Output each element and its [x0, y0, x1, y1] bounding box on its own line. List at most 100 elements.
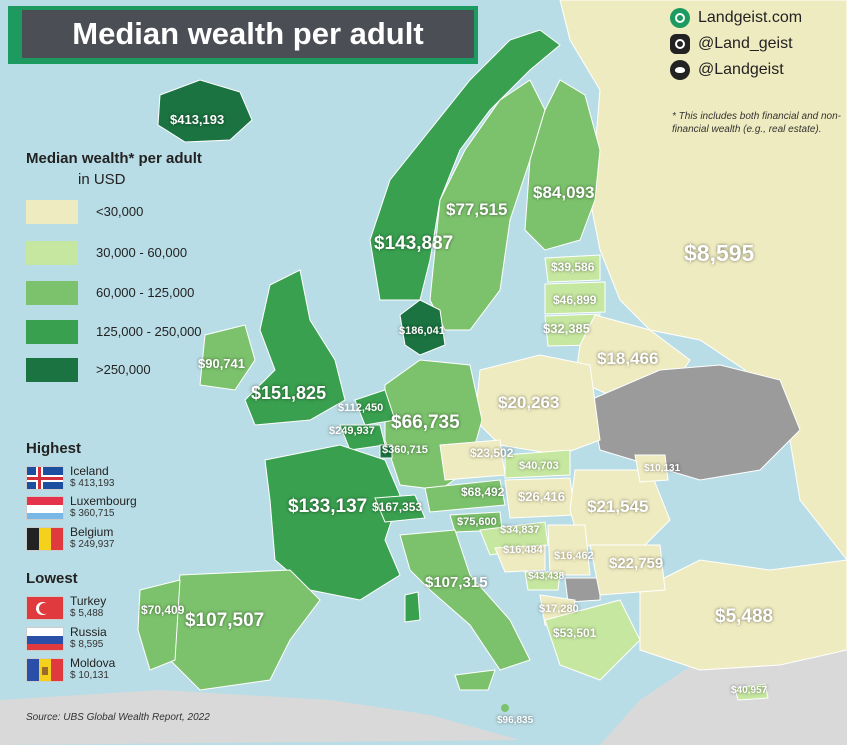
brand-website[interactable]: Landgeist.com [698, 9, 803, 26]
luxembourg-flag [26, 496, 64, 520]
legend-label: <30,000 [96, 204, 144, 219]
value-label-hungary: $26,416 [518, 489, 565, 504]
region-montenegro [524, 571, 561, 591]
value-label-belgium: $249,937 [329, 425, 375, 437]
value-label-iceland: $413,193 [170, 112, 225, 127]
region-austria [424, 479, 506, 513]
value-label-latvia: $46,899 [553, 293, 597, 307]
value-label-serbia: $16,462 [554, 550, 594, 562]
brand-instagram[interactable]: @Land_geist [698, 35, 793, 52]
value-label-czechia: $23,502 [470, 446, 514, 460]
value-label-slovakia: $40,703 [519, 460, 559, 472]
region-slovakia [504, 449, 571, 479]
twitter-icon [670, 60, 690, 80]
legend-item: 60,000 - 125,000 [26, 281, 216, 305]
ranking-row: Moldova $ 10,131 [26, 656, 186, 686]
ranking-value: $ 8,595 [70, 639, 104, 650]
legend-item: 125,000 - 250,000 [26, 320, 216, 344]
legend-swatch [26, 200, 78, 224]
value-label-france: $133,137 [288, 496, 368, 517]
value-label-malta: $96,835 [497, 715, 534, 726]
region-uk [244, 269, 346, 426]
turkey-flag [26, 596, 64, 620]
legend-title: Median wealth* per adult [26, 150, 202, 167]
region-latvia [544, 281, 606, 315]
value-label-spain: $107,507 [185, 610, 265, 631]
footnote: * This includes both financial and non-f… [672, 111, 841, 135]
ranking-value: $ 5,488 [70, 608, 104, 619]
value-label-ireland: $90,741 [198, 356, 245, 371]
value-label-sweden: $77,515 [446, 200, 508, 219]
page-title: Median wealth per adult [22, 10, 474, 58]
region-denmark [399, 299, 446, 356]
region-france [264, 444, 401, 601]
brand-instagram-row[interactable]: @Land_geist [670, 32, 842, 56]
ranking-row: Luxembourg $ 360,715 [26, 494, 186, 524]
value-label-portugal: $70,409 [141, 603, 185, 617]
value-label-greece: $53,501 [553, 626, 597, 640]
brand-twitter[interactable]: @Landgeist [698, 61, 784, 78]
value-label-luxembourg: $360,715 [382, 444, 428, 456]
ranking-country: Iceland [70, 464, 109, 478]
region-netherlands [354, 389, 396, 426]
value-label-bosnia: $16,484 [503, 544, 543, 556]
value-label-moldova: $10,131 [644, 463, 681, 474]
region-moldova [634, 454, 669, 483]
ranking-row: Russia $ 8,595 [26, 625, 186, 655]
value-label-switzerland: $167,353 [372, 500, 423, 514]
value-label-uk: $151,825 [251, 383, 327, 403]
region-bosnia [494, 544, 546, 573]
region-cyprus [734, 683, 769, 701]
region-ireland [199, 324, 256, 391]
legend-subtitle: in USD [78, 171, 126, 188]
value-label-norway: $143,887 [374, 233, 454, 254]
region-greece [544, 599, 641, 681]
region-norway [369, 29, 561, 301]
legend-label: 60,000 - 125,000 [96, 285, 195, 300]
region-italy [399, 529, 531, 671]
value-label-romania: $21,545 [587, 497, 649, 516]
legend-swatch [26, 320, 78, 344]
value-label-turkey: $5,488 [715, 606, 774, 627]
brand-twitter-row[interactable]: @Landgeist [670, 58, 842, 82]
region-portugal [137, 579, 181, 671]
middle-east-landmass [600, 640, 847, 745]
ranking-row: Turkey $ 5,488 [26, 594, 186, 624]
source-note: Source: UBS Global Wealth Report, 2022 [26, 712, 210, 723]
value-label-germany: $66,735 [391, 412, 460, 433]
north-africa-landmass [0, 690, 520, 745]
region-sardinia [404, 591, 421, 623]
iceland-flag [26, 466, 64, 490]
region-estonia [544, 254, 601, 283]
value-label-finland: $84,093 [533, 183, 595, 202]
region-switzerland [374, 494, 426, 523]
value-label-denmark: $186,041 [399, 325, 445, 337]
legend-item: >250,000 [26, 358, 216, 382]
ranking-value: $ 413,193 [70, 478, 115, 489]
region-luxembourg [379, 444, 393, 459]
moldova-flag [26, 658, 64, 682]
ranking-country: Moldova [70, 656, 116, 670]
legend-swatch [26, 358, 78, 382]
legend-item: 30,000 - 60,000 [26, 241, 216, 265]
ranking-value: $ 360,715 [70, 508, 115, 519]
brand-website-row[interactable]: Landgeist.com [670, 6, 842, 30]
brand-block: Landgeist.com @Land_geist @Landgeist [670, 6, 842, 84]
legend-item: <30,000 [26, 200, 216, 224]
legend-label: 125,000 - 250,000 [96, 324, 202, 339]
legend-label: >250,000 [96, 362, 151, 377]
region-sicily [454, 669, 496, 691]
legend-swatch [26, 281, 78, 305]
value-label-albania: $17,280 [539, 603, 579, 615]
ranking-value: $ 249,937 [70, 539, 115, 550]
value-label-netherlands: $112,450 [338, 402, 384, 414]
russia-flag [26, 627, 64, 651]
legend-label: 30,000 - 60,000 [96, 245, 188, 260]
ranking-row: Iceland $ 413,193 [26, 464, 186, 494]
highest-title: Highest [26, 440, 82, 457]
region-bulgaria [589, 544, 666, 596]
value-label-estonia: $39,586 [551, 260, 595, 274]
belgium-flag [26, 527, 64, 551]
value-label-russia: $8,595 [684, 240, 755, 266]
